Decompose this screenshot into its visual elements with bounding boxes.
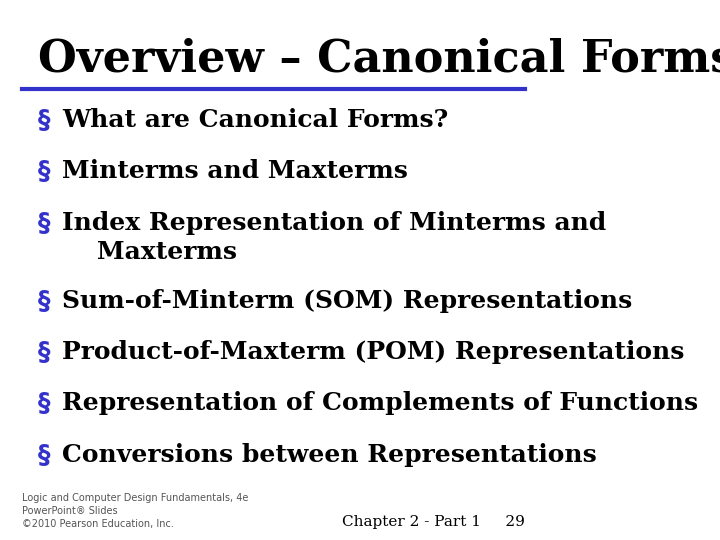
Text: Chapter 2 - Part 1     29: Chapter 2 - Part 1 29 — [343, 515, 526, 529]
Text: §: § — [38, 289, 50, 313]
Text: What are Canonical Forms?: What are Canonical Forms? — [62, 108, 449, 132]
Text: §: § — [38, 159, 50, 183]
Text: Representation of Complements of Functions: Representation of Complements of Functio… — [62, 392, 698, 415]
Text: Sum-of-Minterm (SOM) Representations: Sum-of-Minterm (SOM) Representations — [62, 289, 633, 313]
Text: §: § — [38, 443, 50, 467]
Text: Logic and Computer Design Fundamentals, 4e
PowerPoint® Slides
©2010 Pearson Educ: Logic and Computer Design Fundamentals, … — [22, 493, 248, 529]
Text: §: § — [38, 340, 50, 364]
Text: Index Representation of Minterms and
    Maxterms: Index Representation of Minterms and Max… — [62, 211, 606, 264]
Text: Minterms and Maxterms: Minterms and Maxterms — [62, 159, 408, 183]
Text: §: § — [38, 108, 50, 132]
Text: Conversions between Representations: Conversions between Representations — [62, 443, 597, 467]
Text: §: § — [38, 211, 50, 234]
Text: §: § — [38, 392, 50, 415]
Text: Product-of-Maxterm (POM) Representations: Product-of-Maxterm (POM) Representations — [62, 340, 685, 364]
Text: Overview – Canonical Forms: Overview – Canonical Forms — [38, 38, 720, 81]
